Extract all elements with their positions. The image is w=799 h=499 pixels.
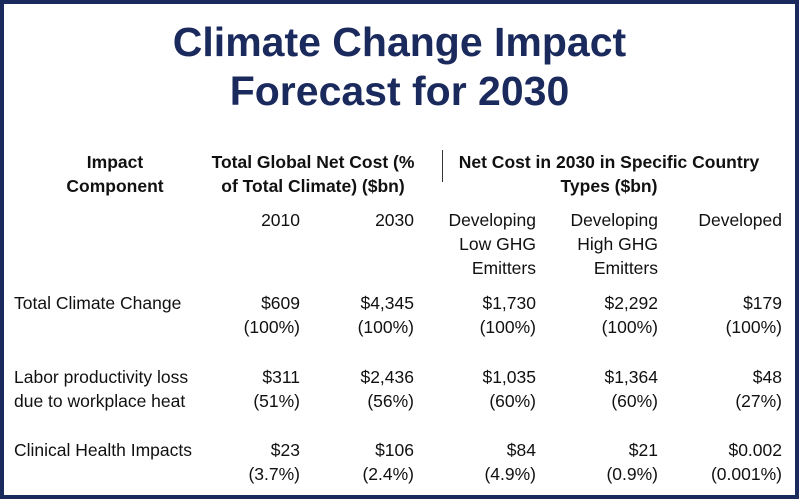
- title-line-1: Climate Change Impact: [172, 19, 627, 65]
- table-cell: $1,730 (100%): [479, 293, 536, 337]
- header-global-net-cost: Total Global Net Cost (% of Total Climat…: [211, 152, 415, 196]
- subheader-developed: Developed: [698, 210, 782, 230]
- subheader-2030: 2030: [375, 210, 414, 230]
- table-cell: $23 (3.7%): [248, 440, 300, 484]
- row-label-labor-productivity-loss: Labor productivity loss due to workplace…: [14, 367, 189, 411]
- table-cell: $2,436 (56%): [360, 367, 414, 411]
- header-impact-component: Impact Component: [66, 152, 164, 196]
- header-divider: [442, 150, 443, 182]
- subheader-developing-high-ghg: Developing High GHG Emitters: [570, 210, 658, 278]
- table-cell: $1,035 (60%): [482, 367, 536, 411]
- table-cell: $84 (4.9%): [484, 440, 536, 484]
- table-cell: $1,364 (60%): [604, 367, 658, 411]
- table-cell: $106 (2.4%): [362, 440, 414, 484]
- header-country-net-cost: Net Cost in 2030 in Specific Country Typ…: [458, 152, 760, 196]
- table-cell: $2,292 (100%): [601, 293, 658, 337]
- table-cell: $48 (27%): [735, 367, 782, 411]
- table-cell: $21 (0.9%): [606, 440, 658, 484]
- subheader-2010: 2010: [261, 210, 300, 230]
- row-label-total-climate-change: Total Climate Change: [14, 293, 182, 313]
- subheader-developing-low-ghg: Developing Low GHG Emitters: [448, 210, 536, 278]
- table-cell: $4,345 (100%): [357, 293, 414, 337]
- row-label-clinical-health-impacts: Clinical Health Impacts: [14, 440, 192, 460]
- table-cell: $0.002 (0.001%): [710, 440, 782, 484]
- document-title: Climate Change Impact Forecast for 2030: [4, 18, 795, 116]
- table-cell: $179 (100%): [725, 293, 782, 337]
- table-cell: $609 (100%): [243, 293, 300, 337]
- title-line-2: Forecast for 2030: [229, 68, 570, 114]
- table-cell: $311 (51%): [253, 367, 300, 411]
